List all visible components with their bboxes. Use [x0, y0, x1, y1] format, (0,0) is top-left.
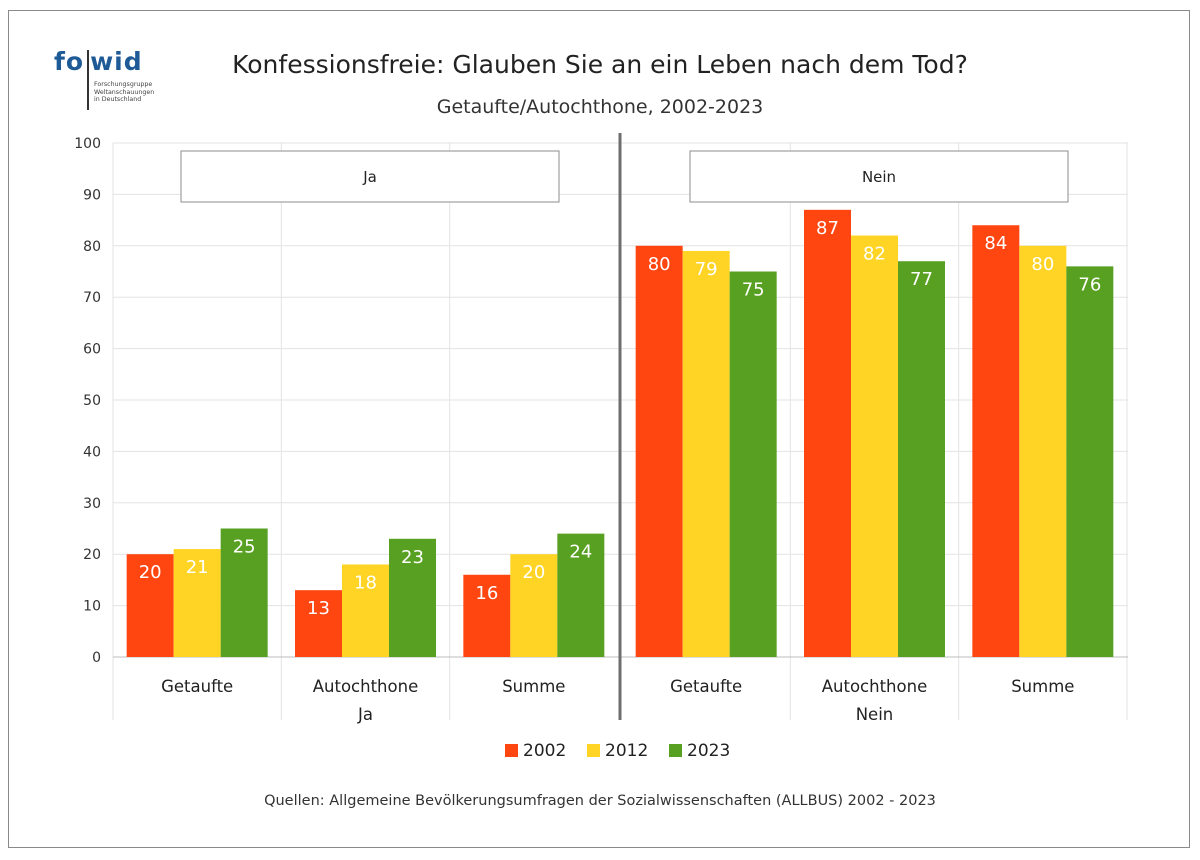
bar	[342, 564, 389, 657]
data-label: 77	[910, 269, 933, 290]
data-label: 24	[569, 542, 592, 563]
panel-group-label: Nein	[856, 705, 894, 724]
data-label: 75	[742, 280, 765, 301]
logo-word-b: wid	[90, 47, 143, 76]
category-label: Summe	[1011, 677, 1074, 696]
y-tick-label: 70	[83, 290, 101, 306]
bar	[220, 528, 268, 657]
y-tick-label: 100	[74, 136, 101, 152]
chart-title: Konfessionsfreie: Glauben Sie an ein Leb…	[232, 50, 968, 79]
panel-group-label: Ja	[357, 705, 373, 724]
logo-wordmark: fo wid	[54, 48, 143, 76]
bar	[972, 225, 1020, 658]
category-label: Getaufte	[670, 677, 742, 696]
y-tick-label: 10	[83, 599, 101, 615]
y-tick-label: 50	[83, 393, 101, 409]
data-label: 79	[695, 259, 718, 280]
bar	[1066, 266, 1114, 657]
fowid-logo: fo wid Forschungsgruppe Weltanschauungen …	[54, 48, 164, 112]
data-label: 20	[139, 562, 162, 583]
logo-subtitle: Forschungsgruppe Weltanschauungen in Deu…	[94, 81, 155, 103]
bar	[635, 245, 683, 658]
data-label: 76	[1078, 274, 1101, 295]
y-tick-label: 80	[83, 239, 101, 255]
panel-label-box	[180, 150, 560, 203]
y-tick-label: 20	[83, 547, 101, 563]
category-label: Autochthone	[313, 677, 418, 696]
bar	[389, 538, 436, 657]
panel-label: Ja	[362, 168, 377, 186]
legend-swatch	[669, 744, 682, 757]
legend-swatch	[587, 744, 600, 757]
category-label: Autochthone	[822, 677, 927, 696]
bar	[173, 549, 221, 657]
y-tick-label: 60	[83, 342, 101, 358]
source-note: Quellen: Allgemeine Bevölkerungsumfragen…	[264, 793, 936, 809]
bar	[1019, 245, 1067, 658]
legend-label: 2023	[687, 741, 730, 761]
data-label: 80	[1031, 254, 1054, 275]
data-label: 87	[816, 218, 839, 239]
category-label: Summe	[502, 677, 565, 696]
legend-swatch	[505, 744, 518, 757]
data-label: 84	[984, 233, 1007, 254]
panel-label: Nein	[862, 168, 896, 186]
category-label: Getaufte	[161, 677, 233, 696]
bar	[851, 235, 898, 657]
bar	[126, 554, 174, 657]
bar	[557, 533, 605, 657]
data-label: 16	[475, 583, 498, 604]
data-label: 82	[863, 244, 886, 265]
bar	[510, 554, 558, 657]
data-label: 25	[233, 537, 256, 558]
data-label: 21	[186, 557, 209, 578]
data-label: 20	[522, 562, 545, 583]
bar	[898, 261, 945, 657]
bar	[682, 250, 730, 657]
legend-label: 2012	[605, 741, 648, 761]
y-tick-label: 30	[83, 496, 101, 512]
data-label: 80	[648, 254, 671, 275]
chart-subtitle: Getaufte/Autochthone, 2002-2023	[436, 96, 764, 118]
bar	[729, 271, 777, 657]
bar	[295, 590, 342, 657]
data-label: 23	[401, 547, 424, 568]
y-tick-label: 0	[92, 650, 101, 666]
y-tick-label: 90	[83, 187, 101, 203]
y-tick-label: 40	[83, 444, 101, 460]
panel-label-box	[689, 150, 1069, 203]
bar	[804, 209, 851, 657]
data-label: 13	[307, 598, 330, 619]
logo-word-a: fo	[54, 47, 85, 76]
legend-label: 2002	[523, 741, 566, 761]
bar	[463, 574, 511, 657]
data-label: 18	[354, 572, 377, 593]
logo-separator	[87, 50, 89, 110]
